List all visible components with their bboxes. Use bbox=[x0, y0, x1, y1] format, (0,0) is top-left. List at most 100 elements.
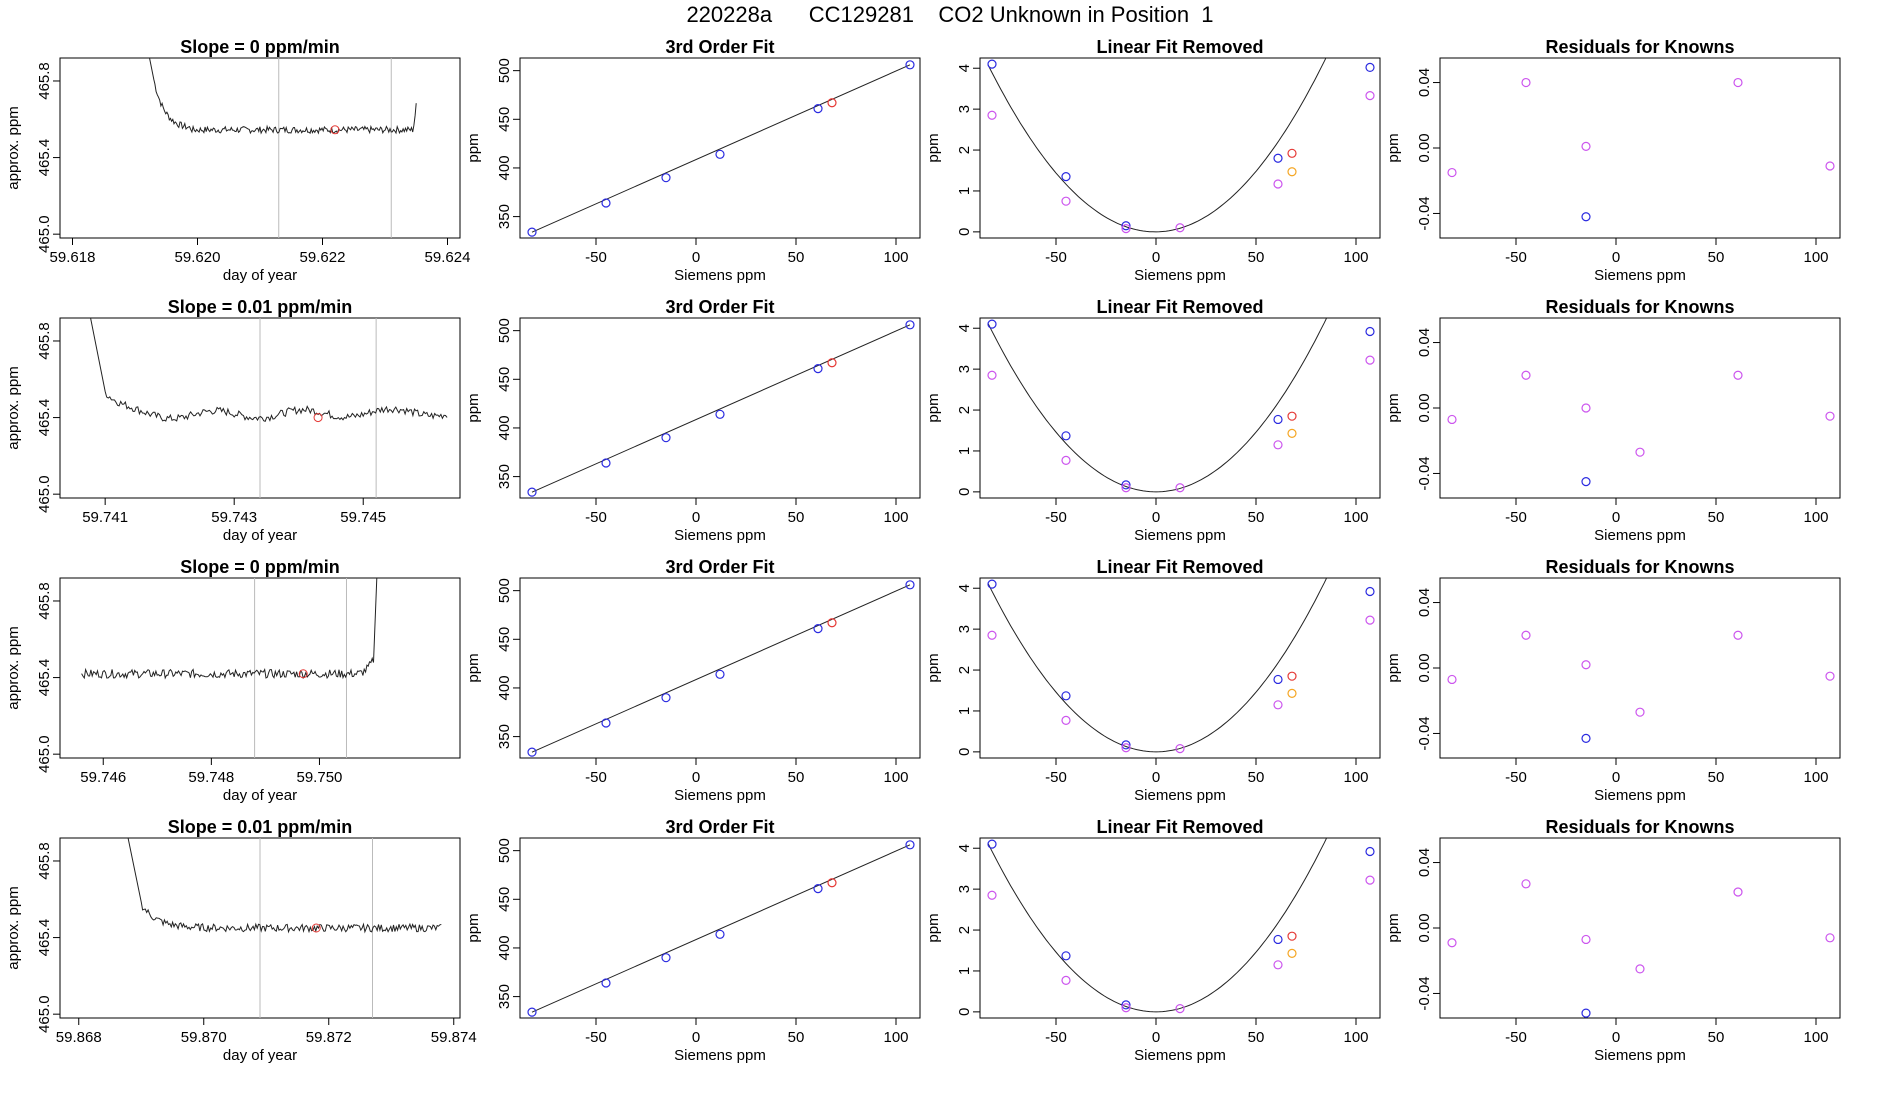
data-point bbox=[527, 747, 537, 757]
x-tick-label: 59.743 bbox=[211, 509, 257, 526]
data-point bbox=[1635, 447, 1645, 457]
y-tick-label: 350 bbox=[496, 984, 513, 1009]
plot-area bbox=[987, 58, 1327, 233]
y-axis-label: ppm bbox=[465, 393, 482, 422]
plot-frame bbox=[519, 57, 921, 239]
data-point bbox=[1635, 707, 1645, 717]
x-tick-label: 59.741 bbox=[82, 509, 128, 526]
data-point bbox=[1825, 671, 1835, 681]
panel-r3-c2: Linear Fit Removed -50 0 50 100 0 1 2 3 4 Siemens … bbox=[925, 817, 1381, 1064]
data-point bbox=[1365, 91, 1375, 101]
x-tick-label: 59.750 bbox=[297, 769, 343, 786]
y-axis-label: ppm bbox=[925, 133, 942, 162]
data-point bbox=[1581, 733, 1591, 743]
plot-frame bbox=[979, 577, 1381, 759]
x-axis-label: Siemens ppm bbox=[1594, 1047, 1686, 1064]
x-axis-label: Siemens ppm bbox=[674, 787, 766, 804]
data-point bbox=[1273, 440, 1283, 450]
y-tick-label: 465.0 bbox=[36, 475, 53, 513]
panel-title: Slope = 0 ppm/min bbox=[180, 37, 340, 57]
x-tick-label: 59.874 bbox=[431, 1029, 477, 1046]
panel-title: Linear Fit Removed bbox=[1096, 297, 1263, 317]
x-tick-label: 59.746 bbox=[80, 769, 126, 786]
data-point bbox=[813, 363, 823, 374]
figure-title: 220228a CC129281 CO2 Unknown in Position… bbox=[686, 2, 1214, 27]
x-axis-label: Siemens ppm bbox=[674, 267, 766, 284]
x-tick-label: 0 bbox=[692, 1029, 700, 1046]
y-tick-label: 465.8 bbox=[36, 842, 53, 880]
panel-r3-c0: Slope = 0.01 ppm/min 59.868 59.870 59.872 59… bbox=[5, 817, 477, 1064]
x-tick-label: 100 bbox=[1803, 249, 1828, 266]
x-tick-label: 100 bbox=[1343, 769, 1368, 786]
plot-frame bbox=[979, 837, 1381, 1019]
x-tick-label: 59.745 bbox=[340, 509, 386, 526]
x-tick-label: 0 bbox=[1152, 249, 1160, 266]
data-point bbox=[601, 198, 611, 208]
x-tick-label: -50 bbox=[1045, 509, 1067, 526]
plot-area bbox=[987, 318, 1328, 493]
data-point bbox=[1121, 1000, 1131, 1010]
data-point bbox=[1365, 586, 1375, 597]
panel-title: Slope = 0.01 ppm/min bbox=[168, 817, 353, 837]
data-point bbox=[1581, 212, 1591, 222]
x-tick-label: 50 bbox=[788, 769, 805, 786]
fit-curve bbox=[987, 578, 1328, 753]
x-tick-label: 0 bbox=[692, 249, 700, 266]
x-axis-label: day of year bbox=[223, 527, 297, 544]
y-tick-label: 465.8 bbox=[36, 582, 53, 620]
panel-title: 3rd Order Fit bbox=[665, 37, 774, 57]
y-tick-label: 465.8 bbox=[36, 322, 53, 360]
data-point bbox=[1635, 964, 1645, 974]
y-axis-label: ppm bbox=[465, 653, 482, 682]
x-axis-label: Siemens ppm bbox=[674, 1047, 766, 1064]
x-tick-label: 59.618 bbox=[50, 249, 96, 266]
y-tick-label: 4 bbox=[956, 64, 973, 72]
y-tick-label: 350 bbox=[496, 464, 513, 489]
y-tick-label: 1 bbox=[956, 187, 973, 195]
data-point bbox=[905, 320, 915, 330]
series-line bbox=[81, 578, 378, 680]
data-point bbox=[1581, 660, 1591, 670]
fit-line bbox=[531, 844, 911, 1013]
data-point bbox=[813, 623, 823, 634]
data-point bbox=[661, 953, 671, 963]
y-tick-label: 0.00 bbox=[1416, 393, 1433, 422]
panel-r2-c2: Linear Fit Removed -50 0 50 100 0 1 2 3 4 Siemens … bbox=[925, 557, 1381, 804]
x-tick-label: 0 bbox=[1612, 509, 1620, 526]
x-tick-label: 59.620 bbox=[175, 249, 221, 266]
panel-title: Residuals for Knowns bbox=[1545, 37, 1734, 57]
y-axis-label: ppm bbox=[925, 913, 942, 942]
data-point bbox=[827, 618, 837, 628]
x-tick-label: 100 bbox=[1803, 1029, 1828, 1046]
y-tick-label: 450 bbox=[496, 887, 513, 912]
data-point bbox=[1061, 691, 1071, 701]
x-tick-label: -50 bbox=[1505, 1029, 1527, 1046]
x-axis-label: Siemens ppm bbox=[1134, 527, 1226, 544]
data-point bbox=[1733, 77, 1743, 88]
plot-frame bbox=[1439, 577, 1841, 759]
x-tick-label: -50 bbox=[1045, 249, 1067, 266]
x-tick-label: 0 bbox=[1612, 1029, 1620, 1046]
data-point bbox=[1825, 933, 1835, 943]
data-point bbox=[1365, 875, 1375, 885]
x-tick-label: 0 bbox=[1612, 249, 1620, 266]
data-point bbox=[661, 433, 671, 443]
x-tick-label: -50 bbox=[1505, 509, 1527, 526]
x-tick-label: 59.624 bbox=[425, 249, 471, 266]
data-point bbox=[905, 580, 915, 590]
panel-r2-c1: 3rd Order Fit -50 0 50 100 350 400 450 500 Siemen… bbox=[465, 557, 921, 804]
y-tick-label: 1 bbox=[956, 707, 973, 715]
y-tick-label: 450 bbox=[496, 107, 513, 132]
data-point bbox=[1447, 414, 1457, 425]
data-point bbox=[1061, 715, 1071, 725]
data-point bbox=[661, 173, 671, 183]
data-point bbox=[1121, 223, 1131, 234]
y-tick-label: 465.4 bbox=[36, 399, 53, 437]
y-tick-label: 465.0 bbox=[36, 735, 53, 773]
data-point bbox=[1273, 934, 1283, 945]
y-axis-label: ppm bbox=[925, 653, 942, 682]
panel-title: 3rd Order Fit bbox=[665, 297, 774, 317]
x-axis-label: Siemens ppm bbox=[1134, 787, 1226, 804]
data-point bbox=[1581, 477, 1591, 487]
plot-frame bbox=[59, 57, 461, 239]
